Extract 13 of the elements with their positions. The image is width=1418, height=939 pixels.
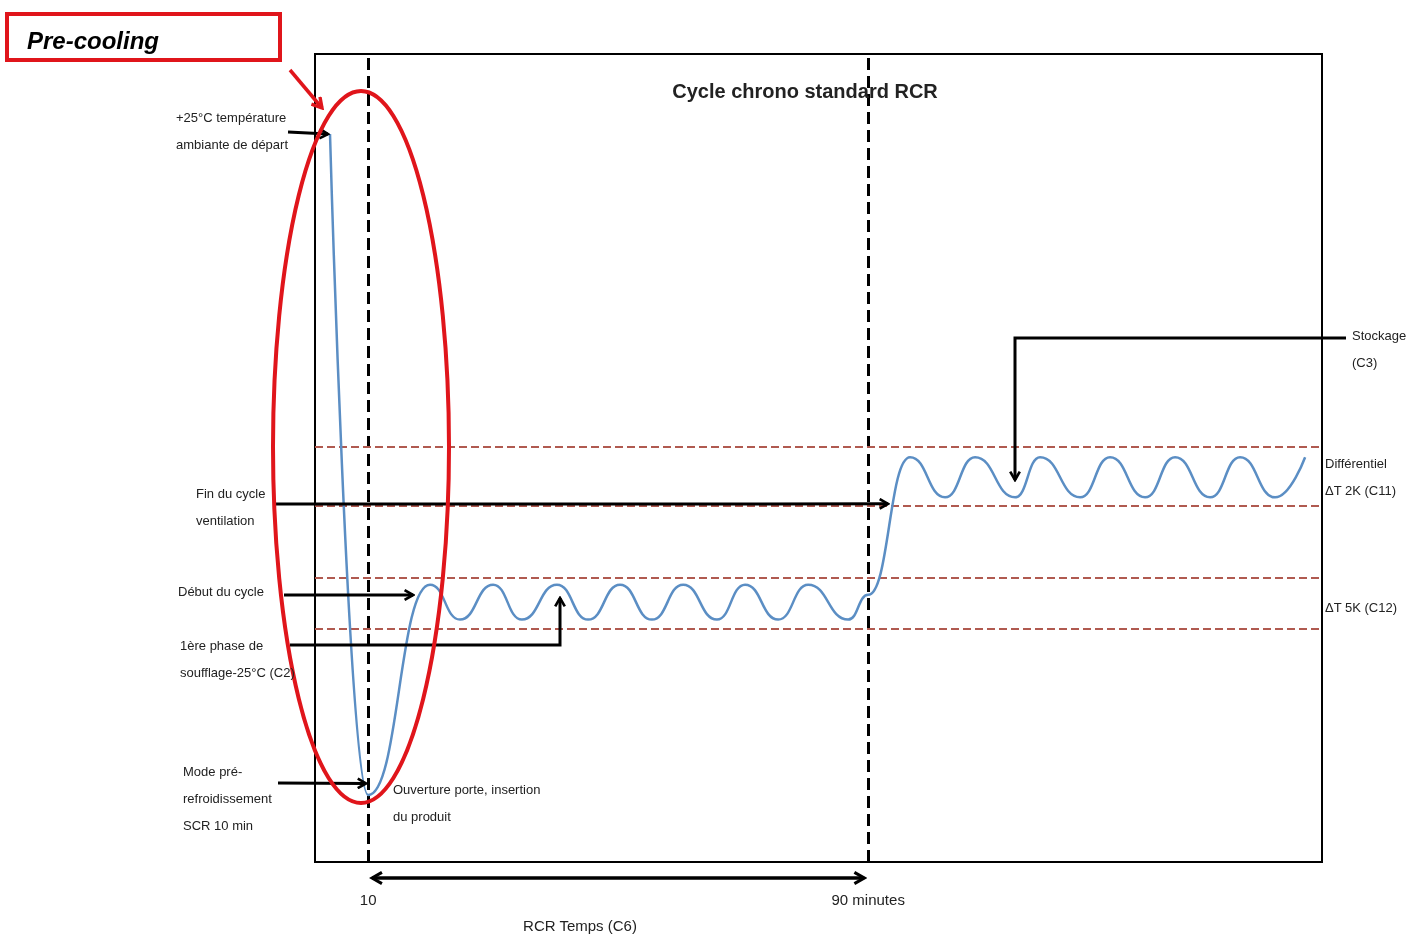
annotation: Mode pré-refroidissement SCR 10 min [183, 763, 273, 835]
chart-title: Cycle chrono standard RCR [672, 80, 939, 102]
x-axis-title: RCR Temps (C6) [522, 916, 638, 936]
text: Pre-cooling [5, 12, 282, 62]
x-tick-label: 90 minutes [831, 891, 905, 908]
annotation: +25°C température ambiante de départ [176, 109, 290, 154]
text: Différentiel ΔT 2K (C11) [1325, 455, 1398, 500]
x-tick-label: 10 [359, 891, 377, 908]
text: ΔT 5K (C12) [1325, 599, 1399, 617]
text: Début du cycle [178, 583, 265, 601]
annotation: Ouverture porte, insertion du produit [393, 781, 542, 826]
text: Stockage (C3) [1352, 327, 1408, 372]
annotation: Fin du cycle ventilation [196, 485, 267, 530]
